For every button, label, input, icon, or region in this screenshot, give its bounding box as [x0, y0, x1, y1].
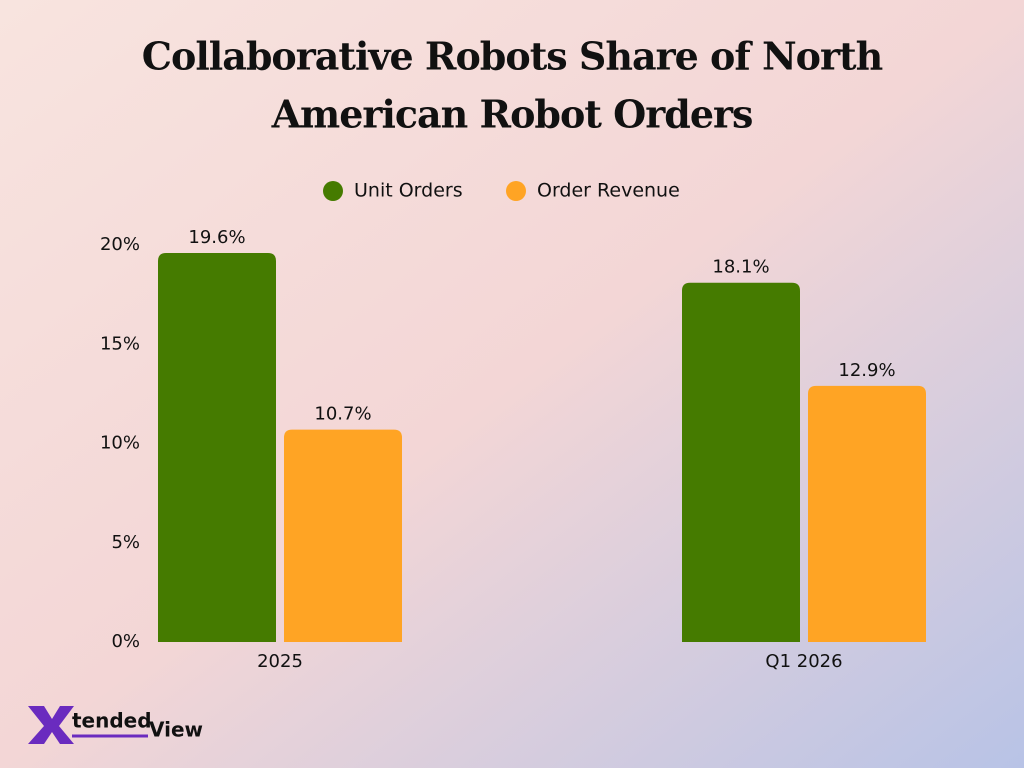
chart-title: Collaborative Robots Share of North [142, 34, 883, 79]
bar [808, 385, 926, 642]
legend-marker [323, 181, 343, 201]
x-tick-label: Q1 2026 [765, 651, 842, 672]
y-tick-label: 5% [111, 532, 140, 553]
logo-text: View [149, 718, 203, 742]
x-tick-label: 2025 [257, 651, 303, 672]
legend-marker [506, 181, 526, 201]
logo: X tended View [28, 706, 203, 744]
value-label: 12.9% [838, 360, 895, 381]
legend-label: Order Revenue [537, 180, 680, 202]
value-label: 19.6% [188, 227, 245, 248]
y-tick-label: 0% [111, 631, 140, 652]
y-tick-label: 20% [100, 234, 140, 255]
logo-icon [28, 706, 74, 744]
legend-label: Unit Orders [354, 180, 463, 202]
bar [284, 429, 402, 642]
logo-text: tended [72, 709, 152, 733]
value-label: 10.7% [314, 404, 371, 425]
value-label: 18.1% [712, 257, 769, 278]
bar [158, 252, 276, 642]
chart-title: American Robot Orders [271, 92, 753, 137]
bar [682, 282, 800, 642]
y-tick-label: 10% [100, 433, 140, 454]
y-tick-label: 15% [100, 333, 140, 354]
